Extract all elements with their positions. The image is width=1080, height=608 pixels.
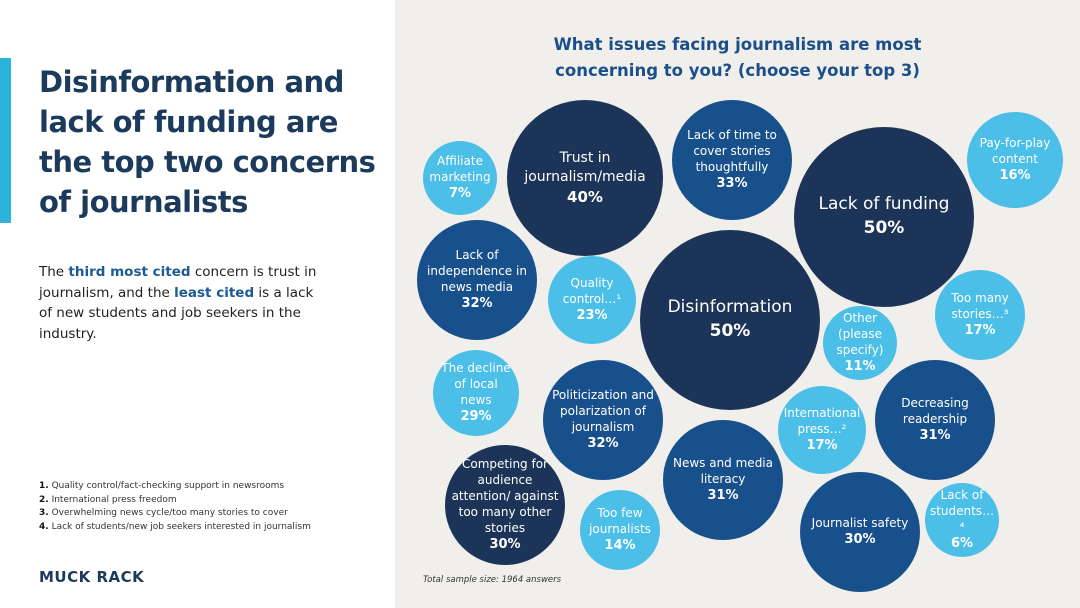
bubble-label: International press…² <box>783 406 861 436</box>
bubble-percent: 16% <box>999 168 1031 183</box>
bubble-percent: 30% <box>844 532 876 547</box>
bubble-label: Too many stories…³ <box>951 291 1009 321</box>
bubble-label: Quality control…¹ <box>562 276 622 306</box>
bubble-label: News and media literacy <box>672 456 773 486</box>
bubble-label: Disinformation <box>667 297 793 317</box>
bubble-percent: 29% <box>460 409 492 424</box>
bubble-label: Pay-for-play content <box>979 136 1051 166</box>
footnotes: 1. Quality control/fact-checking support… <box>39 480 311 534</box>
headline: Disinformation and lack of funding are t… <box>39 65 376 219</box>
bubble-lack-of-funding: Lack of funding 50% <box>794 127 974 307</box>
bubble-quality-control: Quality control…¹ 23% <box>548 256 636 344</box>
footnote: 1. Quality control/fact-checking support… <box>39 481 285 491</box>
bubble-percent: 31% <box>919 428 951 443</box>
bubble-lack-of-independence-in-news-media: Lack of independence in news media 32% <box>417 220 537 340</box>
bubble-percent: 31% <box>707 488 739 503</box>
footnote: 2. International press freedom <box>39 494 177 505</box>
bubble-affiliate-marketing: Affiliate marketing 7% <box>423 141 497 215</box>
bubble-label: Other (please specify) <box>836 311 884 357</box>
chart-title: What issues facing journalism are most co… <box>553 35 922 80</box>
bubble-label: Trust in journalism/media <box>524 149 646 185</box>
bubble-label: Decreasing readership <box>901 396 969 426</box>
bubble-label: Lack of independence in news media <box>427 248 527 294</box>
bubble-pay-for-play-content: Pay-for-play content 16% <box>967 112 1063 208</box>
summary-panel: Disinformation and lack of funding are t… <box>0 0 395 608</box>
bubble-competing-for-audience-attention-against-too-many-other-stories: Competing for audience attention/ agains… <box>445 445 565 565</box>
bubble-percent: 6% <box>950 536 974 551</box>
summary-text: The third most cited concern is trust in… <box>39 264 317 342</box>
bubble-label: Politicization and polarization of journ… <box>552 388 654 434</box>
bubble-label: Journalist safety <box>811 516 909 530</box>
bubble-percent: 32% <box>461 296 493 311</box>
bubble-lack-of-time-to-cover-stories-thoughtfully: Lack of time to cover stories thoughtful… <box>672 100 792 220</box>
bubble-label: Lack of students…⁴ <box>929 488 995 534</box>
bubble-percent: 23% <box>576 308 608 323</box>
bubble-percent: 33% <box>716 176 748 191</box>
bubble-percent: 11% <box>844 359 876 374</box>
bubble-percent: 17% <box>964 323 996 338</box>
muck-rack-logo: MUCK RACK <box>39 568 145 586</box>
bubble-too-few-journalists: Too few journalists 14% <box>580 490 660 570</box>
bubble-percent: 7% <box>448 186 472 201</box>
bubble-news-and-media-literacy: News and media literacy 31% <box>663 420 783 540</box>
bubble-label: Too few journalists <box>589 506 651 536</box>
bubble-percent: 40% <box>567 187 603 206</box>
bubble-label: The decline of local news <box>441 361 511 407</box>
bubble-percent: 50% <box>709 321 751 341</box>
bubble-percent: 32% <box>587 436 619 451</box>
bubble-label: Competing for audience attention/ agains… <box>451 457 559 535</box>
bubble-too-many-stories: Too many stories…³ 17% <box>935 270 1025 360</box>
bubble-label: Lack of time to cover stories thoughtful… <box>687 128 777 174</box>
bubble-percent: 30% <box>489 537 521 552</box>
bubble-percent: 50% <box>863 218 905 238</box>
bubble-decreasing-readership: Decreasing readership 31% <box>875 360 995 480</box>
accent-bar <box>0 58 11 223</box>
bubble-other-please-specify: Other (please specify) 11% <box>823 306 897 380</box>
bubble-journalist-safety: Journalist safety 30% <box>800 472 920 592</box>
bubble-percent: 17% <box>806 438 838 453</box>
bubble-lack-of-students: Lack of students…⁴ 6% <box>925 483 999 557</box>
bubble-disinformation: Disinformation 50% <box>640 230 820 410</box>
bubble-trust-in-journalism-media: Trust in journalism/media 40% <box>507 100 663 256</box>
bubble-percent: 14% <box>604 538 636 553</box>
bubble-label: Affiliate marketing <box>429 154 491 184</box>
bubble-international-press: International press…² 17% <box>778 386 866 474</box>
bubble-label: Lack of funding <box>818 194 950 214</box>
bubble-chart-panel: What issues facing journalism are most co… <box>395 0 1080 608</box>
footnote: 4. Lack of students/new job seekers inte… <box>39 521 311 532</box>
bubble-the-decline-of-local-news: The decline of local news 29% <box>433 350 519 436</box>
footnote: 3. Overwhelming news cycle/too many stor… <box>39 508 288 518</box>
sample-size: Total sample size: 1964 answers <box>423 575 562 585</box>
bubble-politicization-and-polarization-of-journalism: Politicization and polarization of journ… <box>543 360 663 480</box>
